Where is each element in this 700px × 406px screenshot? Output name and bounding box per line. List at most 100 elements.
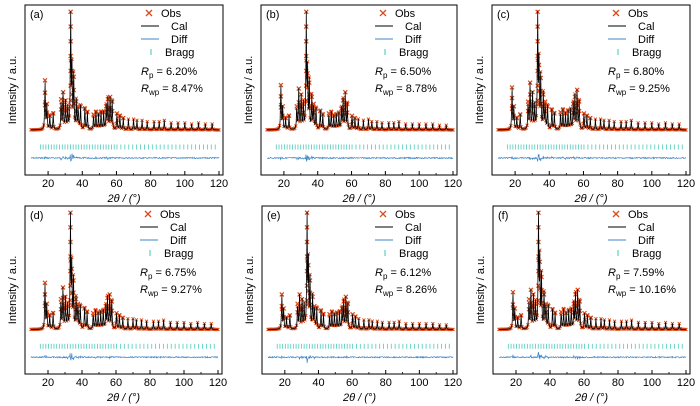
obs-point xyxy=(356,316,361,321)
rwp-value: Rwp = 9.25% xyxy=(608,83,670,97)
obs-point xyxy=(58,96,64,102)
obs-point xyxy=(539,268,544,273)
obs-point xyxy=(612,319,617,323)
bragg-ticks xyxy=(275,144,450,150)
obs-point xyxy=(68,97,74,103)
legend-cal-label: Cal xyxy=(638,21,655,33)
x-tick-label: 120 xyxy=(677,377,695,389)
obs-point xyxy=(304,297,310,303)
obs-peak-marks xyxy=(42,9,126,121)
obs-point xyxy=(307,302,313,308)
plot-frame xyxy=(492,205,691,375)
legend-bragg-label: Bragg xyxy=(632,248,661,260)
obs-point xyxy=(510,289,516,295)
legend-obs-label: Obs xyxy=(160,209,181,221)
obs-point xyxy=(68,297,73,303)
obs-point xyxy=(526,102,530,107)
x-tick-label: 40 xyxy=(312,178,324,190)
x-tick-label: 100 xyxy=(643,178,661,190)
x-tick-label: 120 xyxy=(210,178,228,190)
legend-bragg-label: Bragg xyxy=(164,248,193,260)
obs-point xyxy=(330,309,334,313)
x-tick-label: 80 xyxy=(612,178,624,190)
obs-point xyxy=(114,110,120,116)
panel-label: (a) xyxy=(30,9,43,21)
y-axis-label: Intensity / a.u. xyxy=(475,256,487,324)
rwp-value: Rwp = 9.27% xyxy=(140,284,202,298)
obs-point xyxy=(71,272,76,277)
obs-point xyxy=(74,96,79,100)
legend-bragg-label: Bragg xyxy=(165,47,194,59)
obs-point xyxy=(538,101,544,107)
legend-obs-label: Obs xyxy=(628,8,649,20)
bragg-ticks xyxy=(39,343,215,349)
diff-series xyxy=(266,154,454,162)
obs-point xyxy=(349,113,355,119)
obs-peak-marks xyxy=(42,210,126,321)
obs-point xyxy=(278,82,284,88)
obs-point xyxy=(71,302,76,308)
x-tick-label: 120 xyxy=(677,178,695,190)
obs-point xyxy=(581,110,587,116)
x-tick-label: 40 xyxy=(544,377,556,389)
cal-series xyxy=(499,211,686,330)
legend-diff-label: Diff xyxy=(405,34,422,46)
legend-obs-label: Obs xyxy=(161,8,182,20)
x-tick-label: 100 xyxy=(410,178,428,190)
legend-cal-label: Cal xyxy=(170,222,187,234)
obs-point xyxy=(539,300,544,306)
panel-c: 20 40 60 80 100 120 2θ / (°) Intensity / a.u. (c… xyxy=(474,4,695,205)
panel-label: (c) xyxy=(497,9,510,21)
obs-point xyxy=(387,320,391,325)
obs-point xyxy=(47,312,52,317)
cal-series xyxy=(31,11,219,131)
x-tick-label: 40 xyxy=(543,178,555,190)
x-tick-label: 80 xyxy=(379,178,391,190)
x-tick-label: 60 xyxy=(578,377,590,389)
cal-series xyxy=(31,211,218,330)
x-tick-label: 60 xyxy=(345,178,357,190)
rp-value: Rp = 6.75% xyxy=(140,267,196,281)
panel-a: 20 40 60 80 100 120 2θ / (°) Intensity / a.u. (a… xyxy=(7,4,228,205)
x-tick-label: 80 xyxy=(145,178,157,190)
cal-series xyxy=(267,11,453,131)
obs-point xyxy=(318,108,323,112)
obs-point xyxy=(326,110,332,116)
legend-bragg-label: Bragg xyxy=(399,248,428,260)
y-axis-label: Intensity / a.u. xyxy=(7,256,19,324)
y-axis-label: Intensity / a.u. xyxy=(474,56,486,124)
cal-series xyxy=(268,211,453,330)
x-tick-label: 100 xyxy=(175,377,193,389)
x-tick-label: 80 xyxy=(380,377,392,389)
y-axis-label: Intensity / a.u. xyxy=(243,56,255,124)
legend-obs-symbol xyxy=(379,9,387,17)
rwp-value: Rwp = 8.26% xyxy=(375,284,437,298)
obs-point xyxy=(47,112,52,117)
x-tick-label: 100 xyxy=(410,377,428,389)
bragg-ticks xyxy=(506,144,683,150)
legend-obs-symbol xyxy=(145,9,153,17)
panel-f: 20 40 60 80 100 120 2θ / (°) Intensity / a.u. (f… xyxy=(475,205,695,404)
panel-label: (b) xyxy=(266,9,279,21)
obs-point xyxy=(42,77,48,83)
obs-point xyxy=(509,84,515,90)
legend-obs-label: Obs xyxy=(395,209,416,221)
panel-b: 20 40 60 80 100 120 2θ / (°) Intensity / a.u. (b… xyxy=(243,4,462,205)
diff-series xyxy=(267,355,454,363)
obs-point xyxy=(538,70,543,74)
x-tick-label: 120 xyxy=(444,178,462,190)
obs-peak-marks xyxy=(509,9,593,121)
bragg-ticks xyxy=(276,343,450,349)
plot-frame xyxy=(24,205,223,375)
y-axis-label: Intensity / a.u. xyxy=(7,56,19,124)
legend-obs-symbol xyxy=(379,210,387,218)
x-axis-label: 2θ / (°) xyxy=(574,392,608,404)
bragg-ticks xyxy=(507,343,683,349)
diff-series xyxy=(497,154,686,162)
legend-bragg-label: Bragg xyxy=(632,47,661,59)
rp-value: Rp = 7.59% xyxy=(608,267,664,281)
x-tick-label: 100 xyxy=(643,377,661,389)
